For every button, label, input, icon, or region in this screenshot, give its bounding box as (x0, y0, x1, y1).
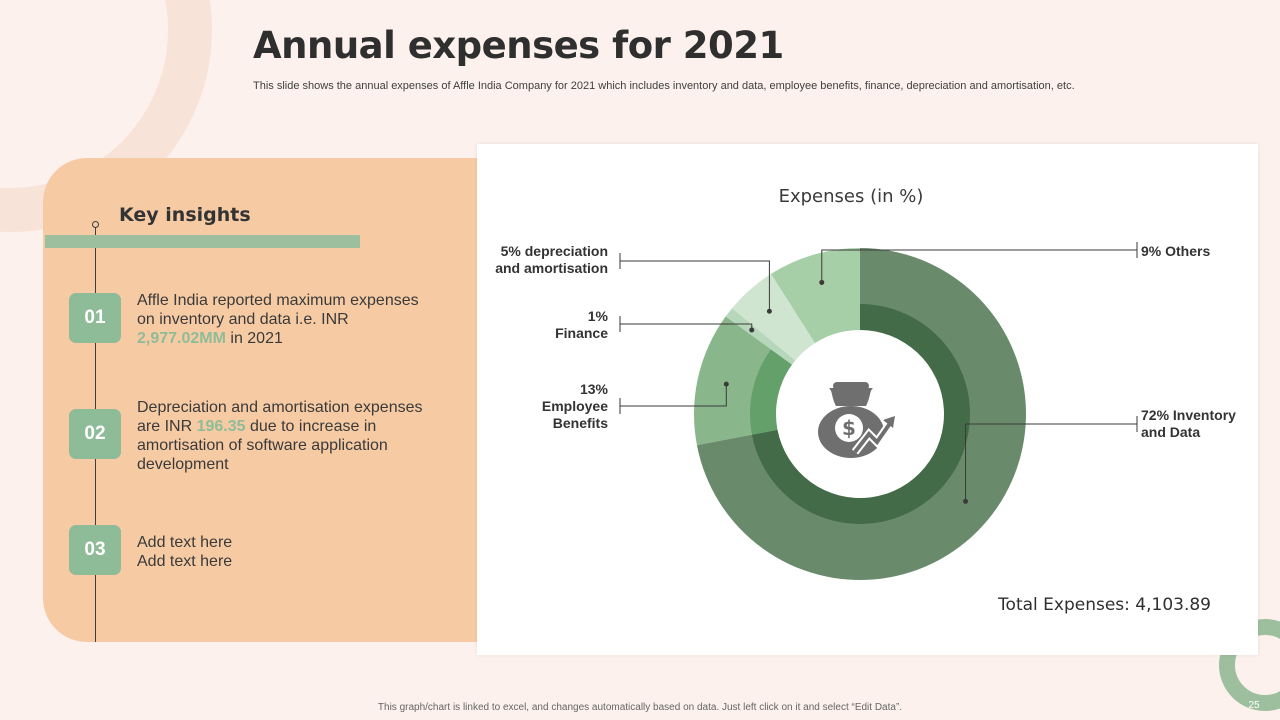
timeline-dot (92, 221, 99, 228)
data-label-inventory: 72% Inventory and Data (1141, 407, 1236, 440)
insight-text-part: Affle India reported maximum expenses on… (137, 292, 419, 328)
slice-finance-inner[interactable] (771, 343, 796, 365)
insight-highlight-value: 196.35 (196, 418, 246, 435)
slice-labels: 72% Inventory and Data 13% Employee Benefits… (495, 243, 1236, 440)
money-bag-growth-icon: $ (818, 382, 895, 458)
chart-title: Expenses (in %) (779, 186, 924, 207)
slice-depreciation-outer[interactable] (732, 273, 803, 346)
insight-text: Affle India reported maximum expenses on… (137, 291, 427, 348)
heading-underline-bar (45, 235, 360, 248)
insight-text-part: in 2021 (225, 330, 283, 347)
slide-title: Annual expenses for 2021 (253, 24, 784, 67)
insight-highlight-value: 2,977.02MM (137, 330, 226, 347)
leader-dot-depreciation (766, 308, 772, 314)
leader-line-others (821, 249, 1137, 283)
page-number: 25 (1248, 700, 1260, 711)
slice-depreciation-inner[interactable] (775, 321, 815, 361)
svg-text:$: $ (842, 416, 856, 440)
placeholder-text-line: Add text here (137, 534, 233, 551)
data-label-others: 9% Others (1141, 243, 1210, 259)
leader-dot-inventory (963, 498, 969, 504)
insight-text: Depreciation and amortisation expenses a… (137, 398, 427, 474)
data-label-finance: 1% Finance (555, 308, 608, 341)
data-label-employee-benefits: 13% Employee Benefits (542, 381, 609, 431)
insight-text-part: Depreciation and amortisation expenses a… (137, 399, 423, 435)
leader-lines (619, 242, 1138, 504)
insight-text: Add text here Add text here (137, 533, 427, 571)
outer-ring (694, 248, 1026, 580)
donut-chart[interactable]: Expenses (in %) 72% Inventory and Data 13%… (477, 144, 1258, 655)
slice-employee-benefits-inner[interactable] (750, 349, 793, 435)
slice-employee-benefits-outer[interactable] (694, 316, 773, 446)
leader-line-employee-benefits (620, 384, 727, 407)
leader-dot-finance (749, 327, 755, 333)
leader-dot-others (819, 279, 825, 285)
inner-ring (750, 304, 970, 524)
slice-others-inner[interactable] (801, 304, 860, 344)
data-label-depreciation: 5% depreciation and amortisation (495, 243, 608, 276)
leader-line-inventory (965, 423, 1137, 502)
total-expenses-label: Total Expenses: 4,103.89 (997, 595, 1211, 615)
slice-others-outer[interactable] (771, 248, 860, 323)
slide-subtitle: This slide shows the annual expenses of … (253, 80, 1075, 92)
slice-inventory-outer[interactable] (696, 248, 1026, 580)
insight-text-part: due to increase in amortisation of softw… (137, 418, 388, 473)
insight-number-badge: 02 (69, 409, 121, 459)
insights-heading: Key insights (119, 204, 251, 226)
placeholder-text-line: Add text here (137, 553, 233, 570)
insight-number-badge: 01 (69, 293, 121, 343)
leader-line-depreciation (620, 260, 770, 312)
insight-number-badge: 03 (69, 525, 121, 575)
footer-note: This graph/chart is linked to excel, and… (377, 702, 903, 713)
leader-dot-employee-benefits (723, 381, 729, 387)
